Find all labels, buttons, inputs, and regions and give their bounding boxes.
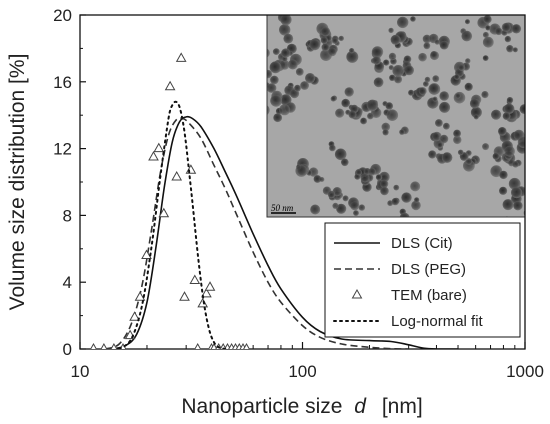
x-axis-title-unit: [nm] [382, 395, 423, 418]
data-point [175, 52, 187, 62]
y-tick-label: 20 [53, 6, 72, 25]
series-line [118, 100, 227, 349]
data-point [194, 342, 202, 349]
series-tem-bare [90, 52, 250, 349]
data-point [164, 80, 176, 91]
data-point [90, 342, 97, 349]
legend-label: DLS (PEG) [391, 261, 466, 278]
legend-box [324, 222, 521, 338]
y-tick-label: 0 [63, 340, 72, 359]
series-line [112, 115, 458, 349]
y-axis-title: Volume size distribution [%] [6, 54, 29, 311]
y-tick-label: 12 [53, 140, 72, 159]
y-tick-label: 16 [53, 73, 72, 92]
legend-item-dls-cit: DLS (Cit) [334, 235, 453, 252]
data-point [243, 342, 250, 349]
x-axis-title-var: d [354, 395, 367, 418]
data-point [201, 287, 212, 298]
data-point [179, 291, 190, 301]
data-point [129, 311, 140, 321]
legend-label: TEM (bare) [391, 287, 467, 304]
data-point [171, 170, 183, 181]
tem-inset-image [267, 15, 525, 217]
data-point [189, 274, 201, 284]
x-tick-label: 10 [71, 362, 90, 381]
data-point [110, 342, 118, 349]
data-point [204, 281, 216, 291]
inset-scale-bar-label: 50 nm [271, 203, 294, 213]
legend-item-dls-peg: DLS (PEG) [334, 261, 466, 278]
data-point [158, 207, 170, 218]
data-point [134, 291, 146, 301]
legend-item-log-normal-fit: Log-normal fit [333, 313, 484, 330]
y-axis: 0 4 8 12 16 20 [53, 6, 86, 359]
data-point [148, 150, 159, 161]
legend-item-tem-bare: TEM (bare) [351, 287, 467, 304]
x-axis-title-text: Nanoparticle size [181, 395, 342, 418]
x-axis-title: Nanoparticle size d [nm] [181, 395, 422, 418]
legend-label: Log-normal fit [391, 313, 484, 330]
data-point [100, 342, 108, 349]
data-point [153, 142, 165, 153]
x-tick-label: 100 [288, 362, 316, 381]
inset-scale-bar: 50 nm [271, 203, 296, 214]
legend-swatch [351, 288, 363, 299]
y-tick-label: 4 [63, 273, 72, 292]
legend: DLS (Cit) DLS (PEG) TEM (bare) Log-normal f… [324, 222, 521, 338]
series-line [105, 117, 409, 349]
series-dls-cit [112, 115, 458, 349]
data-point [197, 297, 209, 308]
x-tick-label: 1000 [506, 362, 544, 381]
series-log-normal-fit [118, 100, 227, 349]
x-axis: 10 100 1000 [71, 342, 544, 381]
y-tick-label: 8 [63, 206, 72, 225]
data-point [141, 249, 152, 259]
legend-label: DLS (Cit) [391, 235, 453, 252]
series-dls-peg [105, 117, 409, 349]
